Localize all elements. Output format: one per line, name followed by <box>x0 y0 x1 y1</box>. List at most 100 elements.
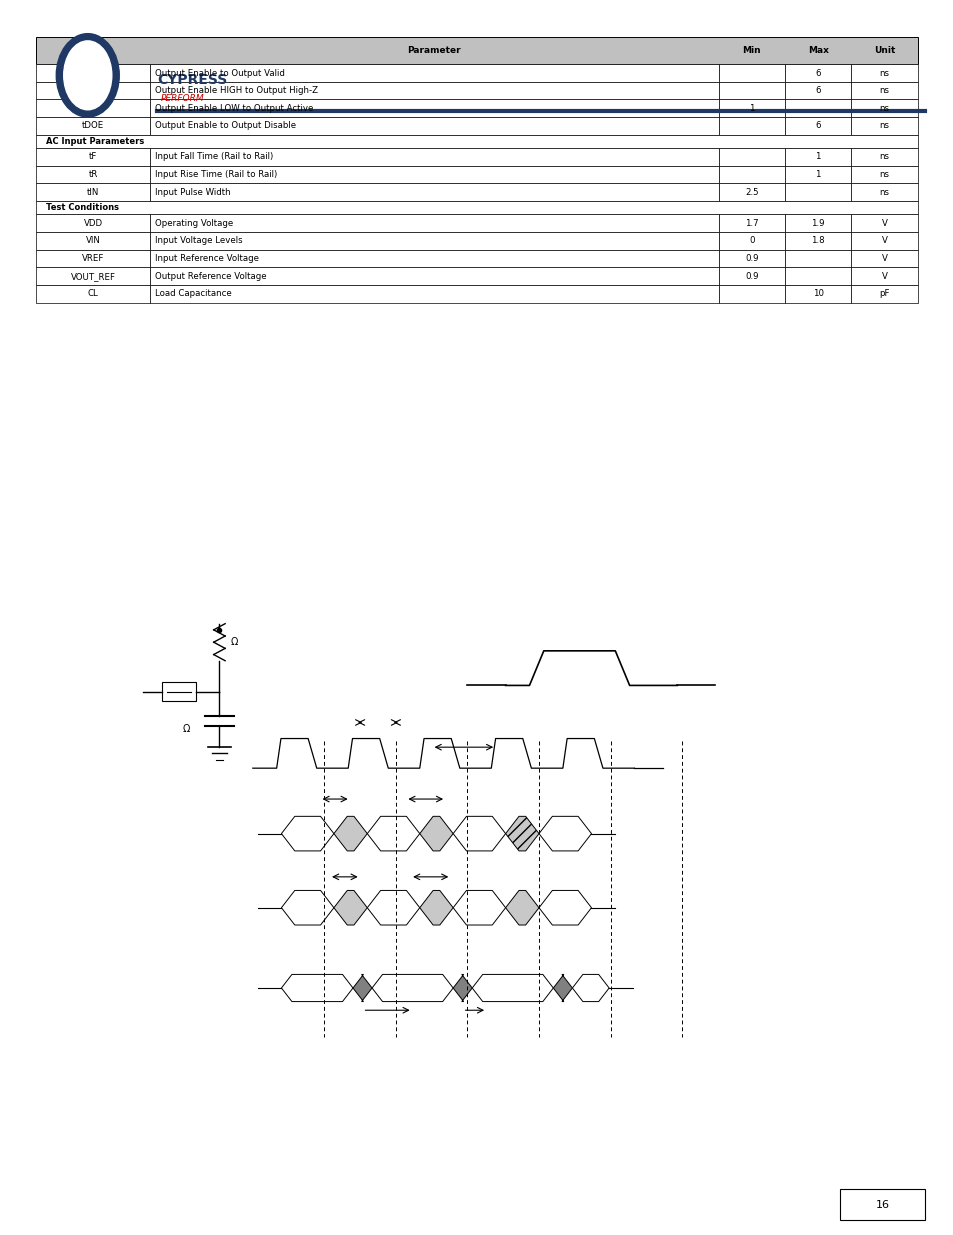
Text: V: V <box>881 236 886 246</box>
Text: ns: ns <box>879 68 888 78</box>
Polygon shape <box>553 974 572 1002</box>
Polygon shape <box>334 816 367 851</box>
Bar <box>150 64 718 82</box>
Bar <box>839 1189 924 1220</box>
Bar <box>36 165 150 184</box>
Text: ns: ns <box>879 86 888 95</box>
Bar <box>850 117 917 135</box>
Bar <box>150 285 718 303</box>
Bar <box>718 184 784 201</box>
Bar <box>718 165 784 184</box>
Text: 0: 0 <box>748 236 754 246</box>
Bar <box>36 82 150 100</box>
Ellipse shape <box>56 33 119 117</box>
Text: CYPRESS: CYPRESS <box>157 73 228 88</box>
Bar <box>36 100 150 117</box>
Polygon shape <box>538 890 591 925</box>
Text: Ω: Ω <box>231 637 238 647</box>
Text: 0.9: 0.9 <box>744 254 758 263</box>
Text: 1: 1 <box>748 104 754 112</box>
Bar <box>784 64 850 82</box>
Polygon shape <box>505 816 538 851</box>
Bar <box>784 267 850 285</box>
Text: tR: tR <box>89 170 98 179</box>
Text: V: V <box>881 254 886 263</box>
Bar <box>850 285 917 303</box>
Text: Input Rise Time (Rail to Rail): Input Rise Time (Rail to Rail) <box>154 170 276 179</box>
Text: 1.8: 1.8 <box>811 236 824 246</box>
Polygon shape <box>453 890 505 925</box>
Text: tF: tF <box>89 152 97 162</box>
Text: Input Pulse Width: Input Pulse Width <box>154 188 230 196</box>
Text: Load Capacitance: Load Capacitance <box>154 289 232 299</box>
Bar <box>718 64 784 82</box>
Text: 1: 1 <box>815 152 821 162</box>
Bar <box>718 232 784 249</box>
Text: Output Enable to Output Valid: Output Enable to Output Valid <box>154 68 284 78</box>
Bar <box>36 267 150 285</box>
Polygon shape <box>453 816 505 851</box>
Text: tDOE: tDOE <box>82 121 104 131</box>
Text: 16: 16 <box>875 1199 888 1210</box>
Bar <box>784 249 850 267</box>
Text: 6: 6 <box>815 86 821 95</box>
Text: pF: pF <box>879 289 889 299</box>
Text: V: V <box>881 272 886 280</box>
Text: VIN: VIN <box>86 236 100 246</box>
Text: Output Enable LOW to Output Active: Output Enable LOW to Output Active <box>154 104 313 112</box>
Bar <box>784 184 850 201</box>
Bar <box>850 232 917 249</box>
Polygon shape <box>453 974 472 1002</box>
Bar <box>36 64 150 82</box>
Bar <box>150 165 718 184</box>
Bar <box>718 82 784 100</box>
Bar <box>36 232 150 249</box>
Text: Test Conditions: Test Conditions <box>46 204 119 212</box>
Bar <box>36 285 150 303</box>
Bar <box>850 100 917 117</box>
Bar <box>718 148 784 165</box>
Text: Input Fall Time (Rail to Rail): Input Fall Time (Rail to Rail) <box>154 152 273 162</box>
Text: Operating Voltage: Operating Voltage <box>154 219 233 227</box>
Polygon shape <box>538 816 591 851</box>
Bar <box>36 215 150 232</box>
Text: Output Reference Voltage: Output Reference Voltage <box>154 272 266 280</box>
Bar <box>718 267 784 285</box>
Text: 2.5: 2.5 <box>744 188 758 196</box>
Polygon shape <box>353 974 372 1002</box>
Text: Input Reference Voltage: Input Reference Voltage <box>154 254 258 263</box>
Text: 1.7: 1.7 <box>744 219 758 227</box>
Bar <box>718 285 784 303</box>
Bar <box>36 117 150 135</box>
Text: Parameter: Parameter <box>407 46 460 56</box>
Bar <box>850 148 917 165</box>
Bar <box>718 117 784 135</box>
Bar <box>784 117 850 135</box>
Bar <box>718 100 784 117</box>
Bar <box>150 249 718 267</box>
Text: Symbol: Symbol <box>74 46 112 56</box>
Text: Output Enable to Output Disable: Output Enable to Output Disable <box>154 121 295 131</box>
Text: Ω: Ω <box>182 724 190 734</box>
Text: V: V <box>881 219 886 227</box>
Bar <box>150 148 718 165</box>
Polygon shape <box>281 974 353 1002</box>
Bar <box>150 215 718 232</box>
Bar <box>36 148 150 165</box>
Text: AC Input Parameters: AC Input Parameters <box>46 137 144 146</box>
Bar <box>150 184 718 201</box>
Text: 1.9: 1.9 <box>811 219 824 227</box>
Text: Max: Max <box>807 46 828 56</box>
Bar <box>36 135 917 148</box>
Text: Output Enable HIGH to Output High-Z: Output Enable HIGH to Output High-Z <box>154 86 317 95</box>
Text: VREF: VREF <box>82 254 104 263</box>
Text: tHZOE: tHZOE <box>79 86 107 95</box>
Text: ns: ns <box>879 188 888 196</box>
Bar <box>850 267 917 285</box>
Bar <box>36 201 917 215</box>
Bar <box>784 165 850 184</box>
Bar <box>850 64 917 82</box>
Polygon shape <box>419 816 453 851</box>
Bar <box>784 232 850 249</box>
Text: ns: ns <box>879 121 888 131</box>
